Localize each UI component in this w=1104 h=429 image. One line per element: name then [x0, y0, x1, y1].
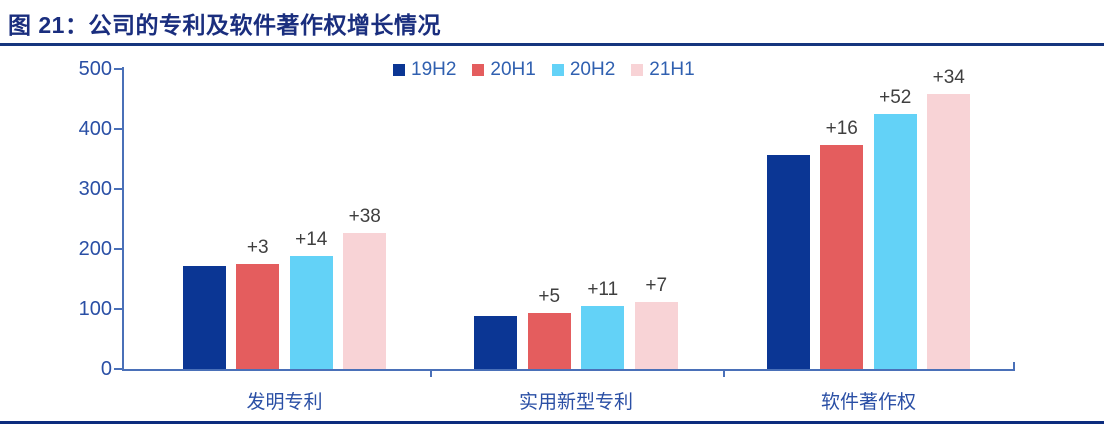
legend-item-20H1: 20H1: [472, 59, 536, 80]
title-rule: [0, 43, 1104, 46]
bar-20H2-发明专利: [289, 255, 333, 369]
bar-20H2-实用新型专利: [581, 306, 625, 369]
bar-annotation: +16: [825, 118, 858, 140]
x-axis-line: [122, 369, 1015, 371]
bar-annotation: +38: [348, 205, 381, 227]
bar-21H1-实用新型专利: [634, 301, 678, 369]
category-label: 发明专利: [246, 392, 323, 413]
y-tickmark: [114, 188, 122, 190]
y-tick-label: 100: [78, 298, 112, 320]
y-tickmark: [114, 248, 122, 250]
category-label: 实用新型专利: [518, 392, 633, 413]
legend-label: 19H2: [411, 59, 457, 80]
y-tick-label: 400: [78, 118, 112, 140]
bar-19H2-实用新型专利: [474, 315, 518, 369]
bar-annotation: +52: [879, 87, 912, 108]
legend-swatch-icon: [472, 63, 485, 76]
legend-label: 20H1: [490, 59, 536, 80]
bar-19H2-发明专利: [182, 265, 226, 369]
legend-swatch-icon: [551, 63, 564, 76]
y-tick-label: 200: [78, 238, 112, 260]
legend: 19H2 20H1 20H2 21H1: [393, 60, 695, 79]
figure-title: 图 21：公司的专利及软件著作权增长情况: [8, 12, 441, 38]
legend-label: 20H2: [569, 59, 616, 80]
bar-20H1-实用新型专利: [527, 312, 571, 369]
x-axis-end-tickmark: [1013, 362, 1015, 369]
legend-swatch-icon: [631, 63, 644, 76]
legend-label: 21H1: [649, 59, 695, 80]
legend-item-19H2: 19H2: [393, 60, 456, 79]
bottom-rule: [0, 421, 1104, 424]
legend-item-20H2: 20H2: [551, 59, 616, 80]
legend-swatch-icon: [393, 63, 405, 76]
bar-annotation: +3: [246, 237, 269, 258]
bar-20H1-发明专利: [236, 264, 280, 369]
bar-20H1-软件著作权: [820, 145, 864, 369]
bar-annotation: +5: [538, 285, 561, 307]
x-boundary-tickmark: [723, 371, 725, 377]
y-tickmark: [114, 308, 122, 310]
bar-annotation: +11: [587, 279, 619, 300]
bar-annotation: +34: [932, 66, 965, 88]
y-axis-line: [122, 67, 124, 371]
y-tickmark: [114, 68, 122, 70]
bar-20H2-软件著作权: [873, 114, 917, 369]
bar-21H1-发明专利: [343, 232, 387, 369]
x-boundary-tickmark: [430, 371, 432, 377]
category-label: 软件著作权: [820, 392, 916, 413]
y-tickmark: [114, 368, 122, 370]
y-tick-label: 0: [100, 358, 112, 380]
bar-21H1-软件著作权: [927, 93, 971, 369]
y-tickmark: [114, 128, 122, 130]
y-tick-label: 500: [78, 58, 112, 80]
y-tick-label: 300: [78, 178, 112, 200]
legend-item-21H1: 21H1: [631, 59, 695, 80]
bar-annotation: +14: [295, 228, 328, 250]
bar-19H2-软件著作权: [766, 154, 810, 369]
bar-annotation: +7: [645, 274, 668, 296]
